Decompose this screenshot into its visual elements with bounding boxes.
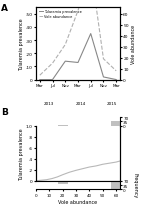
Y-axis label: Tularemia prevalence: Tularemia prevalence (19, 127, 24, 180)
Y-axis label: Vole abundance: Vole abundance (131, 25, 136, 64)
Text: 2015: 2015 (107, 102, 118, 106)
Y-axis label: Frequency: Frequency (133, 173, 138, 198)
Text: B: B (1, 107, 8, 116)
Text: A: A (1, 4, 8, 13)
Bar (111, 181, 121, 189)
Text: 2013: 2013 (44, 102, 54, 106)
Bar (51, 181, 61, 183)
X-axis label: Vole abundance: Vole abundance (58, 199, 98, 204)
Text: 2014: 2014 (75, 102, 86, 106)
Legend: Tularemia prevalence, Vole abundance: Tularemia prevalence, Vole abundance (39, 10, 82, 19)
Y-axis label: Tularemia prevalence: Tularemia prevalence (19, 18, 24, 70)
Bar (58, 181, 68, 184)
Bar (111, 122, 121, 126)
